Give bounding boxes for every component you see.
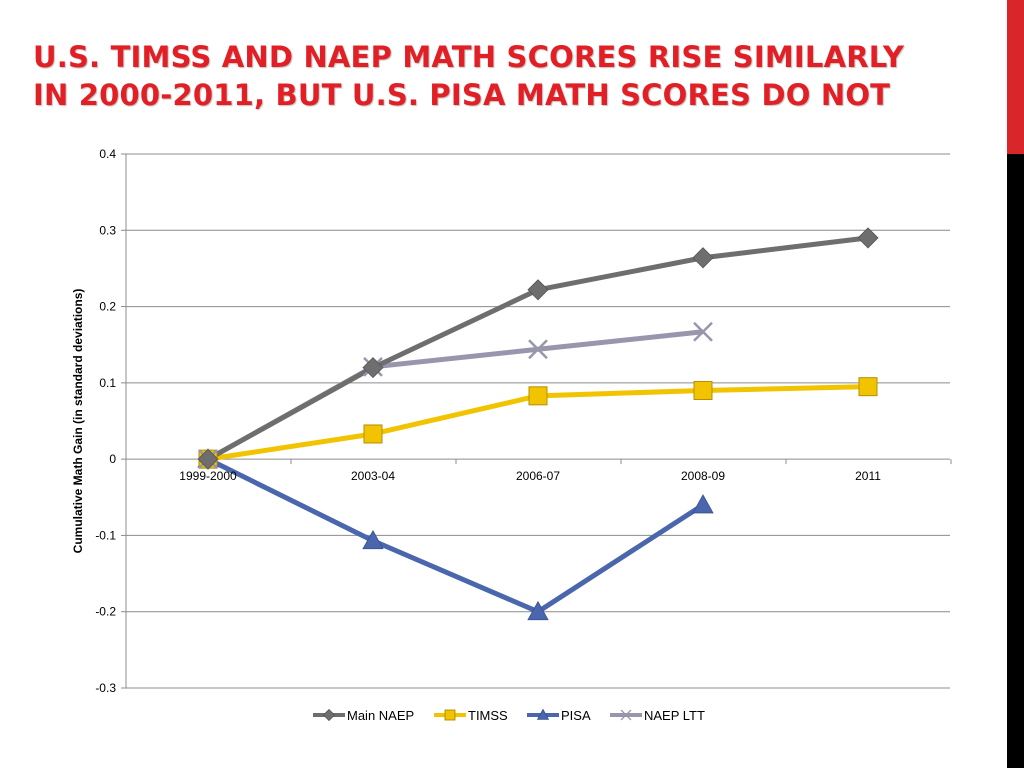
slide-title: U.S. TIMSS and NAEP math scores rise sim… [33,38,993,114]
y-axis-title: Cumulative Math Gain (in standard deviat… [71,289,85,554]
legend-marker-pisa [536,708,550,720]
data-point-main-naep [692,247,714,269]
y-tick-label: -0.1 [95,528,116,542]
y-tick-label: -0.2 [95,605,116,619]
data-point-pisa [527,600,549,621]
gridlines [126,153,950,689]
x-tick-label: 2011 [855,469,881,483]
x-tick-label: 2003-04 [351,469,395,483]
data-point-main-naep [857,227,879,249]
data-point-naep-ltt [528,339,548,360]
y-tick-label: 0.1 [99,376,116,390]
x-tick-label: 2006-07 [516,469,560,483]
legend-marker-naep-ltt [620,709,632,721]
tick-labels: 0.4 0.3 0.2 0.1 0 -0.1 -0.2 -0.3 1999-2000 2003-0… [71,147,881,695]
series-line-naep-ltt [206,329,704,462]
slide-title-line-1: U.S. TIMSS and NAEP math scores rise sim… [33,40,905,74]
axes [121,153,952,689]
slide-title-line-2: in 2000-2011, but U.S. PISA math scores … [33,78,891,112]
legend-marker-timss [444,709,456,721]
data-point-pisa [362,529,384,550]
data-point-main-naep [527,279,549,301]
data-point-timss [858,377,878,397]
legend-marker-main-naep [322,708,336,722]
y-tick-label: 0.4 [99,147,116,161]
legend-label-naep-ltt: NAEP LTT [644,708,705,723]
y-tick-label: 0 [109,452,116,466]
y-tick-label: -0.3 [95,681,116,695]
accent-bar-black [1007,154,1024,768]
x-tick-label: 1999-2000 [179,469,237,483]
series-line-pisa [206,456,705,615]
data-point-naep-ltt [693,321,713,342]
x-tick-label: 2008-09 [681,469,725,483]
line-chart: 0.4 0.3 0.2 0.1 0 -0.1 -0.2 -0.3 1999-2000 2003-0… [71,147,952,723]
data-point-main-naep [362,357,384,379]
legend: Main NAEP TIMSS PISA NAEP LTT [313,708,705,723]
legend-label-main-naep: Main NAEP [347,708,414,723]
y-tick-label: 0.2 [99,300,116,314]
data-point-timss [693,380,713,400]
series-markers [197,227,879,621]
legend-label-pisa: PISA [561,708,591,723]
data-point-timss [528,386,548,406]
accent-bar-red [1007,0,1024,154]
data-point-timss [363,424,383,444]
data-point-main-naep [197,448,219,470]
legend-label-timss: TIMSS [468,708,508,723]
y-tick-label: 0.3 [99,223,116,237]
data-point-pisa [692,494,714,514]
